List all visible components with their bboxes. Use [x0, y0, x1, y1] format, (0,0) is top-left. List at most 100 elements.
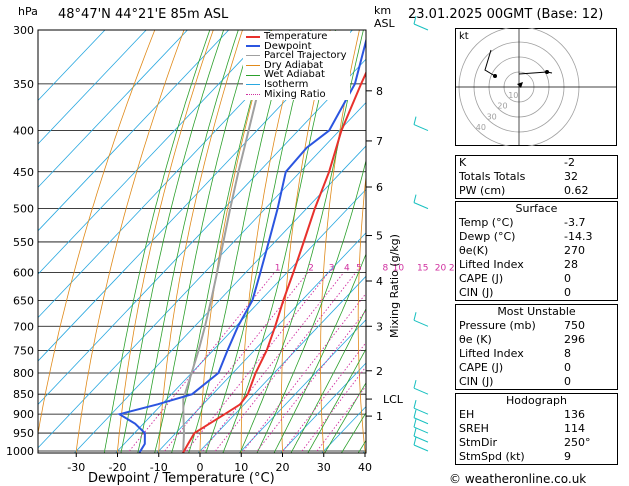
mixing-ratio-label: 4: [344, 263, 350, 273]
mixing-ratio-line: [256, 309, 366, 452]
hodograph-stat-label: EH: [459, 408, 475, 421]
legend-swatch: [246, 74, 260, 76]
hodograph-stat-value: 114: [564, 422, 585, 435]
wind-barb: [413, 417, 429, 425]
km-tick-label: 5: [376, 230, 383, 243]
legend-item: Isotherm: [246, 80, 347, 90]
mixing-ratio-line: [243, 292, 366, 452]
mixing-ratio-line: [214, 272, 357, 452]
isotherm: [38, 30, 189, 188]
wind-barb: [413, 426, 429, 434]
x-tick-label: -10: [150, 461, 168, 474]
most-unstable-label: θe (K): [459, 333, 492, 346]
hodograph-ring-label: 10: [508, 91, 518, 100]
wet-adiabat: [340, 411, 366, 453]
most-unstable-label: CAPE (J): [459, 361, 504, 374]
wind-barb: [413, 202, 429, 210]
wind-barb: [413, 23, 429, 31]
dry-adiabat: [158, 30, 243, 453]
wind-barb: [413, 387, 429, 395]
pressure-tick-label: 300: [13, 24, 34, 37]
pressure-tick-label: 1000: [6, 445, 34, 458]
surface-value: 28: [564, 258, 578, 271]
x-tick-label: 30: [317, 461, 331, 474]
legend-label: Mixing Ratio: [264, 88, 326, 100]
most-unstable-value: 0: [564, 361, 571, 374]
wind-barb-flag: [413, 312, 417, 321]
index-row: PW (cm) 0.62: [456, 184, 617, 198]
wet-adiabat: [324, 382, 366, 453]
x-tick-label: 40: [358, 461, 372, 474]
pressure-tick-label: 700: [13, 320, 34, 333]
hodograph-stat-label: SREH: [459, 422, 489, 435]
copyright: © weatheronline.co.uk: [449, 472, 587, 486]
plot-frame: [37, 29, 367, 454]
km-tick-label: 7: [376, 135, 383, 148]
indices-panel: K -2 Totals Totals 32 PW (cm) 0.62: [455, 155, 618, 199]
most-unstable-value: 296: [564, 333, 585, 346]
legend-label: Temperature: [264, 31, 328, 42]
wind-barb-flag: [413, 15, 417, 25]
dry-adiabat: [623, 6, 629, 468]
hodograph-point: [545, 70, 549, 74]
surface-row: Temp (°C) -3.7: [456, 216, 617, 230]
x-tick-label: -20: [109, 461, 127, 474]
mixing-ratio-label: 1: [275, 263, 281, 273]
surface-label: Temp (°C): [459, 216, 514, 229]
surface-label: Dewp (°C): [459, 230, 516, 243]
surface-row: Dewp (°C) -14.3: [456, 230, 617, 244]
most-unstable-row: Lifted Index 8: [456, 347, 617, 361]
hodograph-stats-panel: Hodograph EH 136 SREH 114 StmDir 250° StmSpd (…: [455, 393, 618, 465]
lcl-label: LCL: [383, 393, 404, 406]
mixing-ratio-line: [316, 385, 366, 452]
isotherm: [156, 232, 366, 453]
profile-parcel-trajectory: [182, 83, 261, 453]
legend-item: Mixing Ratio: [246, 88, 347, 100]
wet-adiabat: [137, 30, 239, 453]
wind-barb-flag: [413, 380, 417, 389]
km-tick-label: 2: [376, 365, 383, 378]
mixing-ratio-line: [202, 272, 345, 452]
hodograph-ring-label: 40: [476, 123, 486, 132]
legend-item: Temperature: [246, 32, 347, 42]
index-row: Totals Totals 32: [456, 170, 617, 184]
mixing-ratio-label: 2: [308, 263, 314, 273]
x-tick-label: -30: [67, 461, 85, 474]
legend-swatch: [246, 93, 260, 95]
km-tick-label: 8: [376, 85, 383, 98]
wind-barb-flag: [413, 194, 417, 203]
wet-adiabat: [120, 30, 225, 453]
surface-label: θe(K): [459, 244, 489, 257]
wind-barb: [413, 444, 429, 452]
most-unstable-title: Most Unstable: [497, 305, 576, 318]
hodograph-stat-label: StmSpd (kt): [459, 450, 525, 463]
legend-item: Dry Adiabat: [246, 60, 347, 71]
hodograph-kt-label: kt: [459, 31, 469, 42]
index-label: Totals Totals: [459, 170, 526, 183]
most-unstable-label: CIN (J): [459, 375, 494, 388]
hodograph-trace-upper: [484, 49, 496, 77]
hodograph-ring-label: 20: [497, 102, 507, 111]
pressure-tick-label: 600: [13, 266, 34, 279]
pressure-tick-label: 850: [13, 388, 34, 401]
legend-label: Isotherm: [264, 78, 309, 90]
legend-label: Parcel Trajectory: [264, 50, 347, 62]
surface-value: -3.7: [564, 216, 586, 229]
legend-item: Parcel Trajectory: [246, 51, 347, 61]
wind-barb-flag: [413, 116, 417, 125]
index-value: 32: [564, 170, 578, 183]
surface-title: Surface: [515, 202, 558, 215]
dry-adiabat: [38, 30, 156, 436]
isotherm: [38, 30, 147, 145]
isotherm: [38, 101, 366, 449]
mixing-ratio-line: [282, 341, 366, 452]
x-axis-label: Dewpoint / Temperature (°C): [88, 471, 275, 486]
legend-label: Dewpoint: [264, 40, 312, 52]
dry-adiabat: [430, 6, 451, 468]
wind-barb-flag: [413, 428, 417, 437]
surface-value: 270: [564, 244, 585, 257]
wet-adiabat: [256, 159, 366, 453]
wet-adiabat: [103, 30, 211, 453]
wet-adiabat: [307, 348, 366, 453]
mixing-ratio-label: 10: [393, 263, 405, 273]
